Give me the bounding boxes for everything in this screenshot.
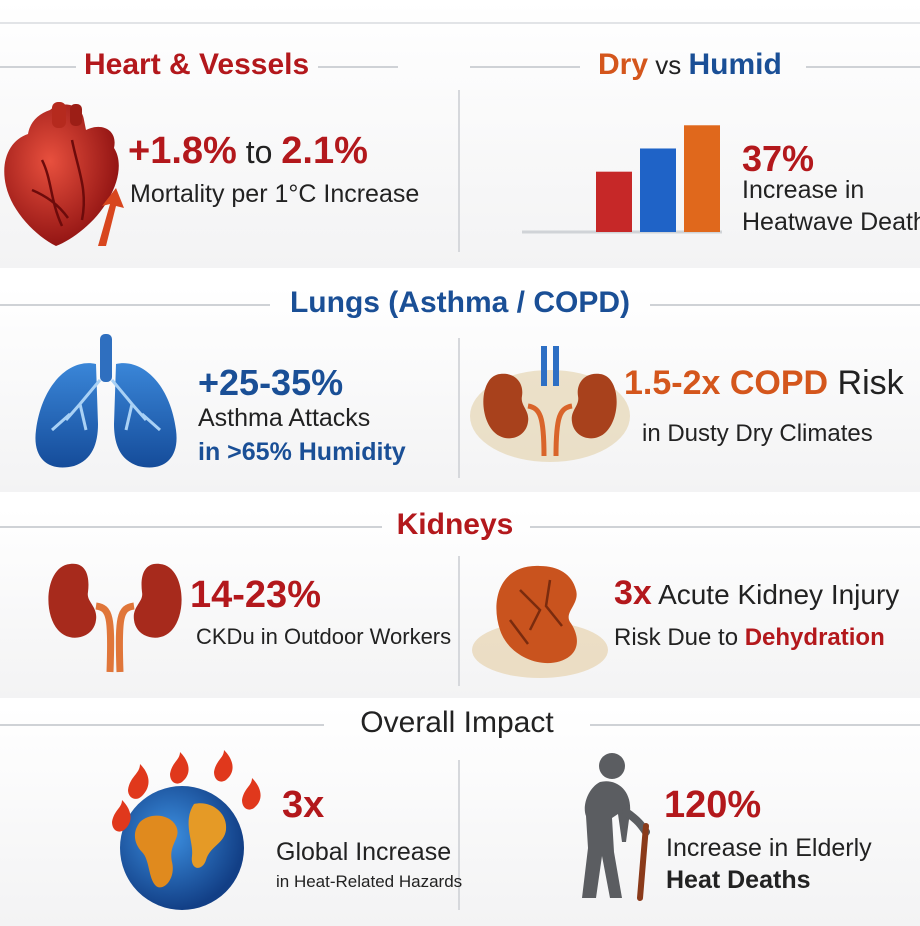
heart-desc: Mortality per 1°C Increase [130,180,420,208]
aki-desc: Risk Due to Dehydration [614,624,885,652]
aki-desc-prefix: Risk Due to [614,624,745,651]
overall-title-rule-left [0,724,324,726]
top-divider [0,22,920,24]
dehydrated-kidney-icon [472,565,608,678]
section-band-heart [0,0,920,268]
bar-chart-icon [522,125,722,234]
global-desc-line1: Global Increase [276,838,452,866]
kidneys-title-rule-right [530,526,920,528]
lungs-title-rule-right [650,304,920,306]
copd-label: COPD [720,364,829,402]
kidneys-title-rule-left [0,526,382,528]
heart-title: Heart & Vessels [84,48,310,81]
global-stat: 3x [282,784,325,826]
aki-stat-line: 3x Acute Kidney Injury [614,574,899,613]
lungs-title: Lungs (Asthma / COPD) [289,286,630,319]
lungs-desc-line2: in >65% Humidity [198,438,406,466]
aki-label: Acute Kidney Injury [651,579,900,610]
heart-title-rule-left [0,66,76,68]
kidneys-icon [48,563,182,673]
elderly-desc-line1: Increase in Elderly [666,834,872,862]
dry-label: Dry [598,48,649,81]
aki-stat: 3x [614,574,652,612]
row2-divider [458,338,460,478]
bar-heatwave [684,125,720,232]
heart-stat-high: 2.1% [281,130,368,172]
vs-label: vs [648,50,689,80]
kidneys-desc: CKDu in Outdoor Workers [196,624,452,649]
kidneys-title: Kidneys [396,508,514,541]
heart-stat-to: to [236,134,282,170]
dryhumid-desc-line1: Increase in [742,176,865,204]
heart-stat: +1.8% to 2.1% [128,130,368,173]
elderly-desc-line2: Heat Deaths [666,866,811,894]
heart-icon [4,102,124,247]
lungs-stat: +25-35% [198,362,344,403]
copd-stat: 1.5-2x [624,364,721,402]
lungs-title-rule-left [0,304,270,306]
heart-stat-low: +1.8% [128,130,237,172]
dryhumid-title-rule-right [806,66,920,68]
overall-title: Overall Impact [360,706,554,739]
dryhumid-desc-line2: Heatwave Deaths [742,208,920,236]
dryhumid-title: Dry vs Humid [598,48,782,82]
lungs-desc-line1: Asthma Attacks [198,404,371,432]
copd-desc: in Dusty Dry Climates [642,420,873,447]
copd-stat-line: 1.5-2x COPD Risk [624,364,904,403]
elderly-person-icon [582,753,650,901]
overall-title-rule-right [590,724,920,726]
dusty-kidneys-icon [470,346,630,462]
dryhumid-stat: 37% [742,138,815,179]
dryhumid-title-rule-left [470,66,580,68]
aki-desc-dehydration: Dehydration [744,624,885,651]
kidneys-stat: 14-23% [190,574,321,616]
globe-fire-icon [112,750,261,910]
humid-label: Humid [688,48,782,81]
row3-divider [458,556,460,686]
bar-dry [596,171,632,232]
heart-title-rule-right [318,66,398,68]
lungs-icon [35,334,177,468]
row1-divider [458,90,460,252]
global-desc-line2: in Heat-Related Hazards [276,872,463,891]
copd-risk: Risk [828,364,904,402]
row4-divider [458,760,460,910]
bar-humid [640,148,676,232]
elderly-stat: 120% [664,784,762,826]
